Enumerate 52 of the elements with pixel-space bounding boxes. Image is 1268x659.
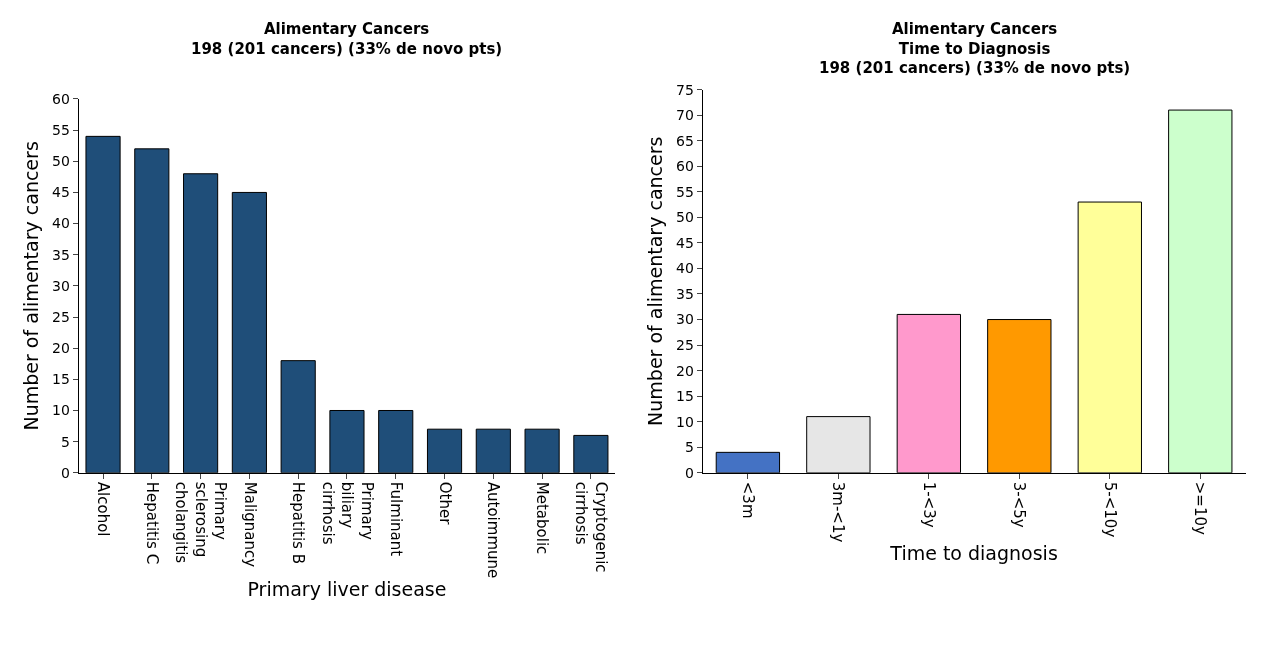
y-axis-title: Number of alimentary cancers [643,136,666,426]
y-tick-label: 45 [676,234,694,251]
x-axis-title: Time to diagnosis [889,542,1058,565]
x-axis-title: Primary liver disease [247,578,447,601]
x-tick-label: Hepatitis C [142,481,161,565]
y-tick-label: 50 [52,153,70,170]
y-tick-label: 20 [52,340,70,357]
y-tick-label: 55 [52,122,70,139]
y-axis-title: Number of alimentary cancers [19,141,42,431]
y-tick-label: 10 [52,402,70,419]
y-tick-label: 15 [52,371,70,388]
y-tick-label: 0 [684,464,694,481]
y-tick-label: 0 [60,464,70,481]
x-tick-label: Other [435,481,454,526]
y-tick-label: 5 [684,439,694,456]
x-tick-label: Malignancy [240,481,259,568]
y-tick-label: 40 [676,260,694,277]
x-tick-label: 1-<3y [919,481,938,528]
y-tick-label: 45 [52,184,70,201]
y-tick-label: 35 [676,285,694,302]
x-tick-label: <3m [739,481,758,519]
y-tick-label: 50 [676,209,694,226]
x-tick-label: 5-<10y [1100,481,1119,538]
y-tick-label: 60 [676,158,694,175]
x-tick-label: Cryptogenic cirrhosis [572,481,610,573]
x-tick-label: Primary biliary cirrhosis [318,481,376,545]
x-tick-label: Metabolic [533,481,552,555]
x-tick-label: Hepatitis B [289,481,308,564]
y-tick-label: 35 [52,246,70,263]
y-tick-label: 10 [676,413,694,430]
y-tick-label: 30 [52,277,70,294]
x-tick-label: >=10y [1191,481,1210,536]
y-tick-label: 40 [52,215,70,232]
y-tick-label: 55 [676,183,694,200]
y-tick-label: 25 [52,308,70,325]
y-tick-label: 75 [676,81,694,98]
x-tick-label: 3m-<1y [829,481,848,543]
y-tick-label: 30 [676,311,694,328]
y-tick-label: 15 [676,388,694,405]
y-tick-label: 20 [676,362,694,379]
y-tick-label: 65 [676,132,694,149]
y-tick-label: 60 [52,90,70,107]
chart-title: Alimentary Cancers Time to Diagnosis 198 (201 cancers) (33% de novo pts) [819,20,1131,77]
y-tick-label: 25 [676,336,694,353]
x-tick-label: Fulminant [386,481,405,557]
y-tick-label: 5 [60,433,70,450]
x-tick-label: 3-<5y [1010,481,1029,528]
x-tick-label: Alcohol [94,481,113,537]
y-tick-label: 70 [676,107,694,124]
x-tick-label: Primary sclerosing cholangitis [172,481,230,564]
x-tick-label: Autoimmune [484,481,503,579]
chart-title: Alimentary Cancers 198 (201 cancers) (33% de novo pts) [191,20,503,58]
